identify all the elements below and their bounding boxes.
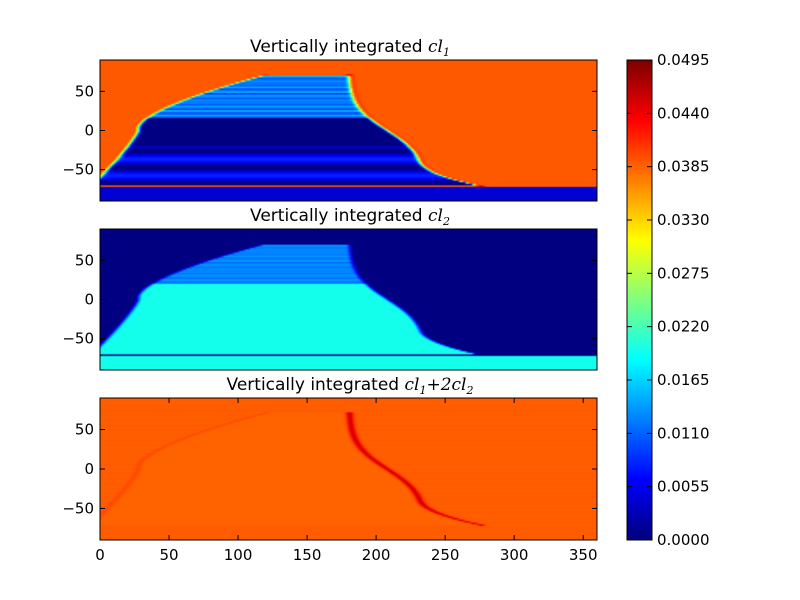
panel-1-title: Vertically integrated cl1	[250, 37, 450, 59]
colorbar-ticks: 0.0495 0.0440 0.0385 0.0330 0.0275 0.0220 0.01…	[627, 51, 710, 549]
colorbar-tick-label: 0.0165	[657, 371, 710, 389]
y-tick-label: 0	[84, 291, 94, 309]
panel-1: Vertically integrated cl1 50 0 −50	[62, 37, 598, 202]
y-tick-label: −50	[62, 161, 94, 179]
x-tick-label: 150	[293, 546, 322, 564]
x-tick-label: 100	[224, 546, 253, 564]
panel-3-title: Vertically integrated cl1+2cl2	[227, 375, 474, 397]
panel-2-title: Vertically integrated cl2	[250, 206, 450, 228]
y-tick-label: −50	[62, 499, 94, 517]
panel-3-y-axis: 50 0 −50	[62, 421, 597, 517]
y-tick-label: 0	[84, 122, 94, 140]
x-tick-label: 0	[95, 546, 105, 564]
panel-1-y-axis: 50 0 −50	[62, 82, 597, 179]
panel-1-heatmap	[100, 60, 597, 201]
x-tick-label: 50	[159, 546, 178, 564]
y-tick-label: −50	[62, 330, 94, 348]
colorbar-tick-label: 0.0275	[657, 264, 710, 282]
panel-2: Vertically integrated cl2 50 0 −50	[62, 206, 598, 371]
panel-3-x-axis: 0 50 100 150 200 250 300 350	[95, 398, 598, 564]
x-tick-label: 300	[500, 546, 529, 564]
colorbar-tick-label: 0.0220	[657, 318, 710, 336]
panel-3-heatmap	[100, 398, 597, 540]
x-tick-label: 250	[431, 546, 460, 564]
colorbar-tick-label: 0.0000	[657, 531, 710, 549]
panel-2-y-axis: 50 0 −50	[62, 251, 597, 348]
y-tick-label: 50	[75, 251, 94, 269]
colorbar-frame	[626, 59, 653, 541]
colorbar-tick-label: 0.0495	[657, 51, 710, 69]
colorbar-tick-label: 0.0440	[657, 104, 710, 122]
colorbar-tick-label: 0.0330	[657, 211, 710, 229]
x-tick-label: 350	[569, 546, 598, 564]
x-tick-label: 200	[362, 546, 391, 564]
colorbar-tick-label: 0.0110	[657, 424, 710, 442]
y-tick-label: 50	[75, 421, 94, 439]
colorbar-tick-label: 0.0055	[657, 478, 710, 496]
colorbar-tick-label: 0.0385	[657, 158, 710, 176]
y-tick-label: 50	[75, 82, 94, 100]
colorbar-gradient	[627, 60, 652, 540]
panel-2-heatmap	[100, 229, 597, 370]
y-tick-label: 0	[84, 460, 94, 478]
colorbar: 0.0495 0.0440 0.0385 0.0330 0.0275 0.0220 0.01…	[626, 51, 710, 549]
